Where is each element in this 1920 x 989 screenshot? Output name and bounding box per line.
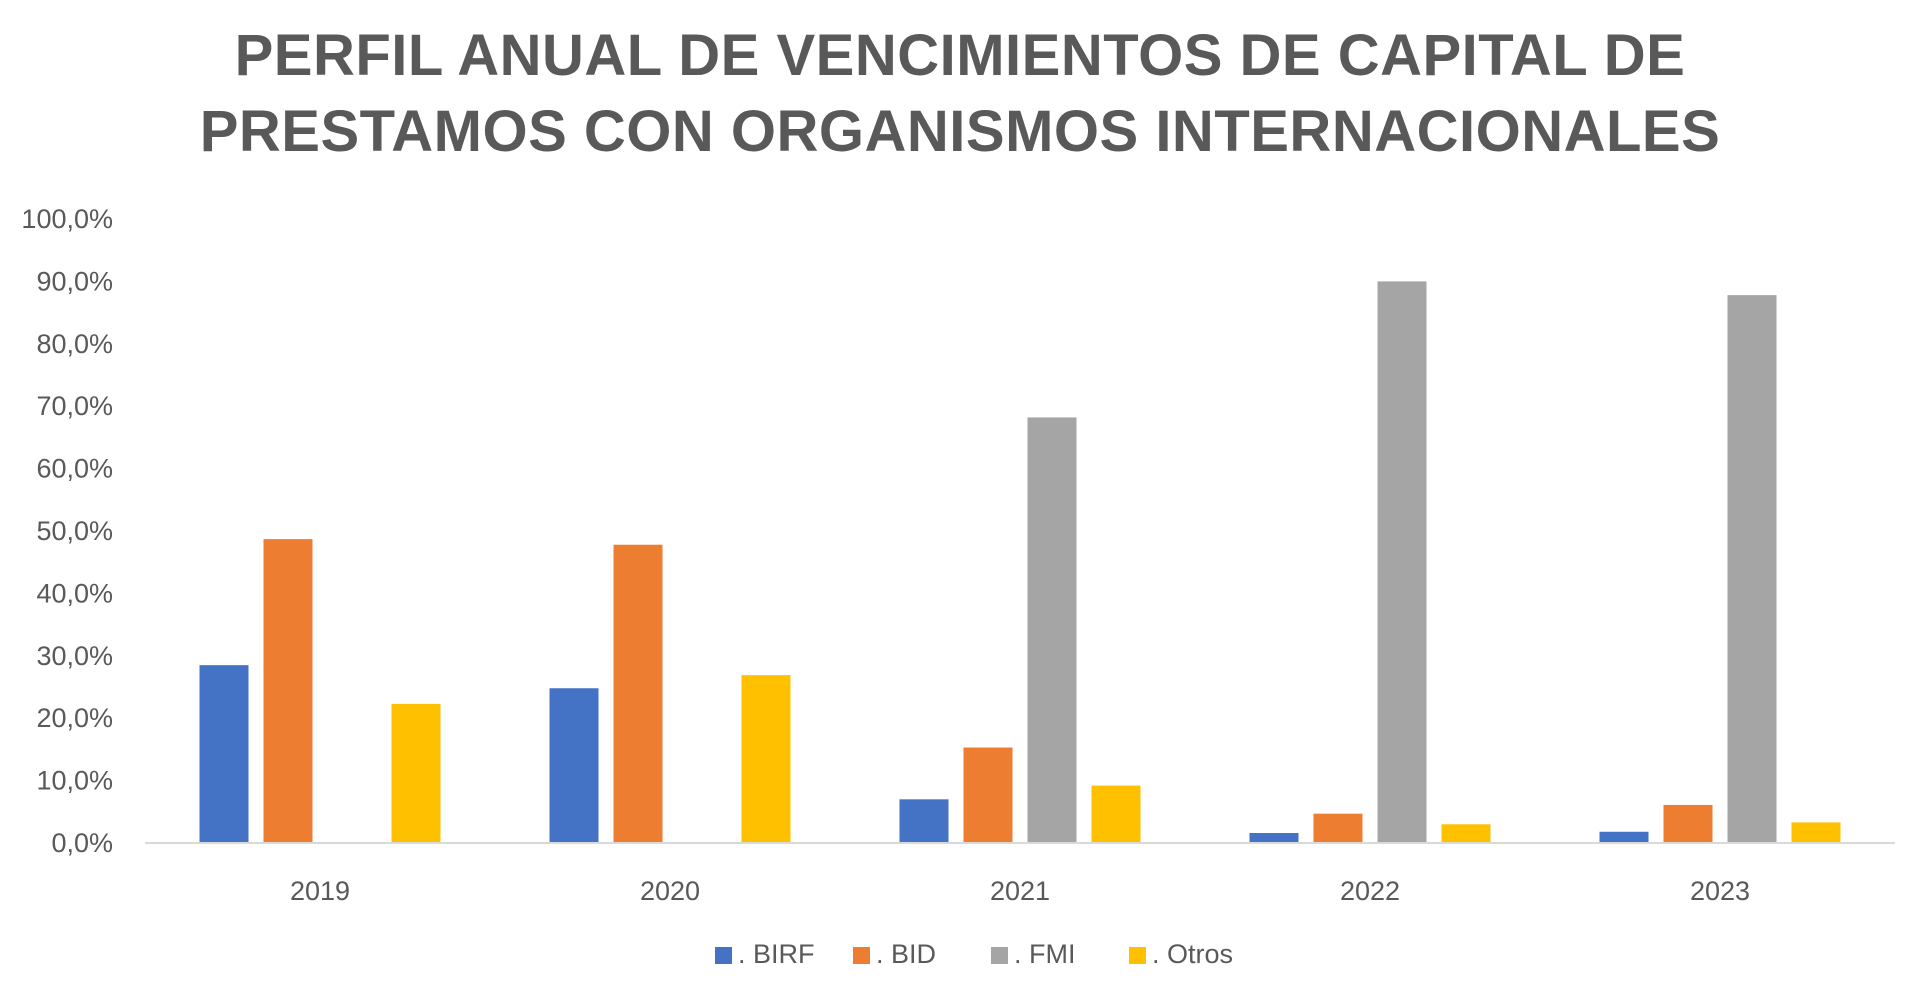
legend-item: . FMI — [991, 939, 1076, 969]
bar-bid-2022 — [1313, 813, 1363, 843]
y-tick-label: 80,0% — [36, 329, 113, 359]
y-tick-label: 90,0% — [36, 266, 113, 296]
y-tick-label: 10,0% — [36, 766, 113, 796]
legend-swatch — [715, 947, 732, 964]
bar-birf-2020 — [549, 688, 599, 843]
bar-otros-2022 — [1441, 824, 1491, 843]
bar-otros-2021 — [1091, 785, 1141, 843]
y-tick-label: 30,0% — [36, 641, 113, 671]
legend-swatch — [853, 947, 870, 964]
bar-birf-2023 — [1599, 831, 1649, 843]
legend-item: . Otros — [1129, 939, 1233, 969]
x-tick-label: 2021 — [990, 876, 1050, 906]
bar-fmi-2021 — [1027, 417, 1077, 843]
y-tick-label: 40,0% — [36, 578, 113, 608]
y-tick-label: 70,0% — [36, 391, 113, 421]
legend-swatch — [1129, 947, 1146, 964]
x-tick-label: 2023 — [1690, 876, 1750, 906]
bar-otros-2020 — [741, 675, 791, 843]
bar-bid-2023 — [1663, 804, 1713, 843]
legend-label: . BID — [876, 939, 936, 969]
bar-bid-2020 — [613, 544, 663, 843]
y-tick-label: 100,0% — [21, 204, 113, 234]
bar-birf-2021 — [899, 799, 949, 843]
bars — [199, 281, 1841, 843]
bar-otros-2023 — [1791, 822, 1841, 843]
y-axis-labels: 0,0% 10,0% 20,0% 30,0% 40,0% 50,0% 60,0% 70,0% 8… — [21, 204, 113, 858]
y-tick-label: 60,0% — [36, 454, 113, 484]
legend: . BIRF . BID . FMI . Otros — [715, 939, 1233, 969]
legend-label: . Otros — [1152, 939, 1233, 969]
x-tick-label: 2020 — [640, 876, 700, 906]
x-axis-labels: 2019 2020 2021 2022 2023 — [290, 876, 1750, 906]
legend-swatch — [991, 947, 1008, 964]
bar-birf-2022 — [1249, 833, 1299, 843]
bar-fmi-2022 — [1377, 281, 1427, 843]
legend-label: . BIRF — [738, 939, 815, 969]
legend-label: . FMI — [1014, 939, 1076, 969]
legend-item: . BIRF — [715, 939, 815, 969]
chart-title-line-1: PERFIL ANUAL DE VENCIMIENTOS DE CAPITAL … — [234, 23, 1686, 88]
bar-bid-2019 — [263, 539, 313, 843]
x-tick-label: 2022 — [1340, 876, 1400, 906]
bar-otros-2019 — [391, 703, 441, 843]
y-tick-label: 0,0% — [51, 828, 113, 858]
y-tick-label: 50,0% — [36, 516, 113, 546]
x-tick-label: 2019 — [290, 876, 350, 906]
bar-birf-2019 — [199, 665, 249, 843]
chart-title-line-2: PRESTAMOS CON ORGANISMOS INTERNACIONALES — [199, 99, 1721, 164]
y-tick-label: 20,0% — [36, 703, 113, 733]
bar-fmi-2023 — [1727, 295, 1777, 843]
legend-item: . BID — [853, 939, 936, 969]
chart-title: PERFIL ANUAL DE VENCIMIENTOS DE CAPITAL … — [0, 18, 1920, 170]
bar-bid-2021 — [963, 747, 1013, 843]
